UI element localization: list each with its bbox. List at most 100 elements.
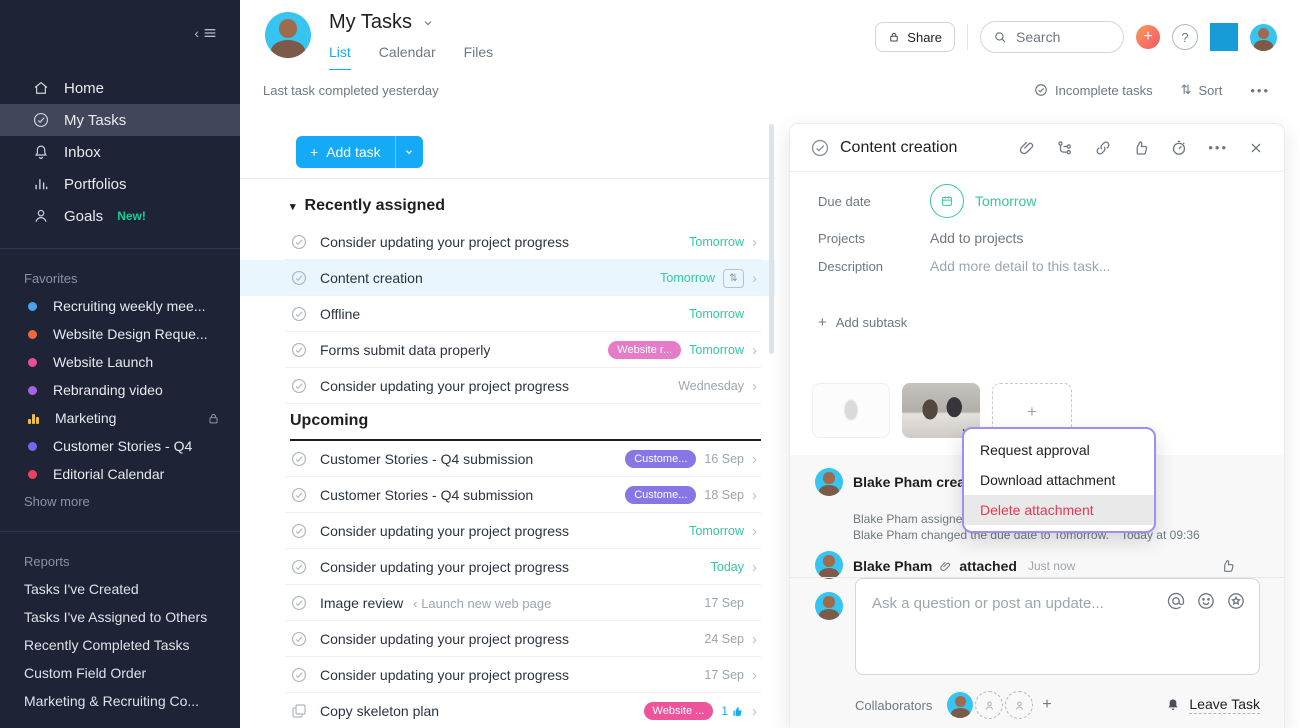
link-icon[interactable] [1094, 139, 1112, 157]
add-collaborator-slot[interactable] [1005, 691, 1034, 719]
project-pill[interactable]: Website r... [608, 341, 682, 359]
workspace-button[interactable] [1210, 23, 1238, 51]
menu-item-request-approval[interactable]: Request approval [980, 442, 1090, 458]
search-input[interactable]: Search [980, 21, 1124, 53]
plus-icon: + [310, 144, 319, 160]
attachment-document[interactable] [812, 383, 890, 438]
add-collaborator-button[interactable]: + [1042, 696, 1052, 713]
menu-item-download-attachment[interactable]: Download attachment [980, 472, 1116, 488]
share-button[interactable]: Share [875, 22, 955, 52]
task-row[interactable]: Consider updating your project progress 2… [240, 621, 775, 657]
task-title[interactable]: Content creation [840, 138, 958, 156]
mention-icon[interactable] [1166, 591, 1186, 611]
show-more-link[interactable]: Show more [24, 494, 90, 509]
timer-icon[interactable] [1170, 139, 1188, 157]
task-parent-link[interactable]: ‹ Launch new web page [413, 595, 552, 611]
chevron-right-icon[interactable]: › [752, 233, 757, 251]
task-row[interactable]: Forms submit data properly Website r... To… [240, 332, 775, 368]
sidebar-item-inbox[interactable]: Inbox [0, 136, 240, 168]
triangle-down-icon[interactable]: ▾ [290, 200, 296, 213]
task-row[interactable]: Image review ‹ Launch new web page 17 Sep› [240, 585, 775, 621]
chevron-right-icon[interactable]: › [752, 630, 757, 648]
description-field: Description Add more detail to this task… [818, 258, 1284, 274]
chevron-right-icon[interactable]: › [752, 486, 757, 504]
add-task-main[interactable]: + Add task [296, 144, 395, 160]
project-pill[interactable]: Custome... [625, 486, 697, 504]
person-icon [32, 207, 50, 225]
report-item-recently-completed-tasks[interactable]: Recently Completed Tasks [24, 637, 190, 653]
help-button[interactable]: ? [1172, 24, 1198, 50]
chevron-right-icon[interactable]: › [752, 558, 757, 576]
sidebar-collapse-button[interactable]: ‹ [194, 25, 218, 41]
menu-item-delete-attachment[interactable]: Delete attachment [964, 495, 1154, 525]
favorite-item-customer-stories-q4[interactable]: Customer Stories - Q4 [0, 432, 240, 460]
chevron-right-icon[interactable]: › [752, 377, 757, 395]
task-row[interactable]: Copy skeleton plan Website ... 1 › [240, 693, 775, 728]
paperclip-icon[interactable] [1018, 139, 1036, 157]
like-comment-icon[interactable] [1220, 558, 1236, 574]
task-row[interactable]: Consider updating your project progress T… [240, 513, 775, 549]
description-input[interactable]: Add more detail to this task... [930, 258, 1111, 274]
thumbs-up-icon[interactable] [1132, 139, 1150, 157]
report-item-marketing-recruiting-co[interactable]: Marketing & Recruiting Co... [24, 693, 200, 709]
list-scrollbar[interactable] [769, 124, 774, 354]
chevron-right-icon[interactable]: › [752, 522, 757, 540]
comment-input[interactable]: Ask a question or post an update... [855, 578, 1260, 675]
sidebar-item-home[interactable]: Home [0, 72, 240, 104]
favorite-item-marketing[interactable]: Marketing [0, 404, 240, 432]
sidebar-item-goals[interactable]: Goals New! [0, 200, 240, 232]
chevron-right-icon[interactable]: › [752, 269, 757, 287]
profile-avatar[interactable] [1250, 23, 1277, 51]
chevron-right-icon[interactable]: › [752, 341, 757, 359]
sidebar-item-my-tasks[interactable]: My Tasks [0, 104, 240, 136]
add-task-dropdown[interactable] [396, 147, 423, 157]
add-collaborator-slot[interactable] [975, 691, 1004, 719]
appreciation-icon[interactable] [1226, 591, 1246, 611]
filter-incomplete-button[interactable]: Incomplete tasks [1034, 83, 1153, 98]
report-item-tasks-i-ve-created[interactable]: Tasks I've Created [24, 581, 139, 597]
task-row[interactable]: Content creation Tomorrow ⇅ › [240, 260, 775, 296]
task-row[interactable]: Customer Stories - Q4 submission Custome.… [240, 477, 775, 513]
close-icon[interactable] [1248, 140, 1264, 156]
chevron-right-icon[interactable]: › [752, 666, 757, 684]
favorite-item-rebranding-video[interactable]: Rebranding video [0, 376, 240, 404]
tab-list[interactable]: List [329, 44, 351, 71]
favorite-item-recruiting-weekly-mee[interactable]: Recruiting weekly mee... [0, 292, 240, 320]
task-row[interactable]: Consider updating your project progress T… [240, 549, 775, 585]
subtask-icon[interactable] [1056, 139, 1074, 157]
report-item-tasks-i-ve-assigned-to-others[interactable]: Tasks I've Assigned to Others [24, 609, 208, 625]
chevron-down-icon [422, 17, 434, 29]
due-date-value[interactable]: Tomorrow [930, 184, 1036, 218]
task-row[interactable]: Customer Stories - Q4 submission Custome.… [240, 441, 775, 477]
emoji-icon[interactable] [1196, 591, 1216, 611]
tab-calendar[interactable]: Calendar [378, 44, 436, 60]
sidebar-item-portfolios[interactable]: Portfolios [0, 168, 240, 200]
task-row[interactable]: Consider updating your project progress W… [240, 368, 775, 404]
mini-bar-chart-icon [28, 413, 39, 424]
task-row[interactable]: Consider updating your project progress 1… [240, 657, 775, 693]
project-pill[interactable]: Website ... [643, 702, 714, 720]
project-dot-icon [28, 301, 37, 311]
user-avatar[interactable] [265, 12, 311, 58]
collaborator-avatar[interactable] [947, 692, 974, 718]
tab-files[interactable]: Files [463, 44, 494, 60]
favorite-item-website-launch[interactable]: Website Launch [0, 348, 240, 376]
sort-button[interactable]: ⇅ Sort [1181, 82, 1223, 98]
check-circle-icon[interactable] [810, 138, 830, 158]
add-task-button[interactable]: + Add task [296, 136, 423, 168]
project-pill[interactable]: Custome... [625, 450, 697, 468]
page-title-dropdown[interactable]: My Tasks [329, 11, 434, 34]
quick-add-button[interactable]: + [1136, 25, 1160, 49]
report-item-custom-field-order[interactable]: Custom Field Order [24, 665, 147, 681]
add-subtask-button[interactable]: + Add subtask [818, 314, 1284, 331]
favorite-item-editorial-calendar[interactable]: Editorial Calendar [0, 460, 240, 488]
task-row[interactable]: Offline Tomorrow› [240, 296, 775, 332]
chevron-right-icon[interactable]: › [752, 450, 757, 468]
leave-task-button[interactable]: Leave Task [1165, 696, 1260, 714]
more-options-icon[interactable]: ••• [1250, 82, 1270, 98]
more-options-icon[interactable]: ••• [1208, 140, 1228, 155]
task-row[interactable]: Consider updating your project progress T… [240, 224, 775, 260]
favorite-item-website-design-reque[interactable]: Website Design Reque... [0, 320, 240, 348]
add-to-projects-link[interactable]: Add to projects [930, 230, 1024, 246]
chevron-right-icon[interactable]: › [752, 702, 757, 720]
